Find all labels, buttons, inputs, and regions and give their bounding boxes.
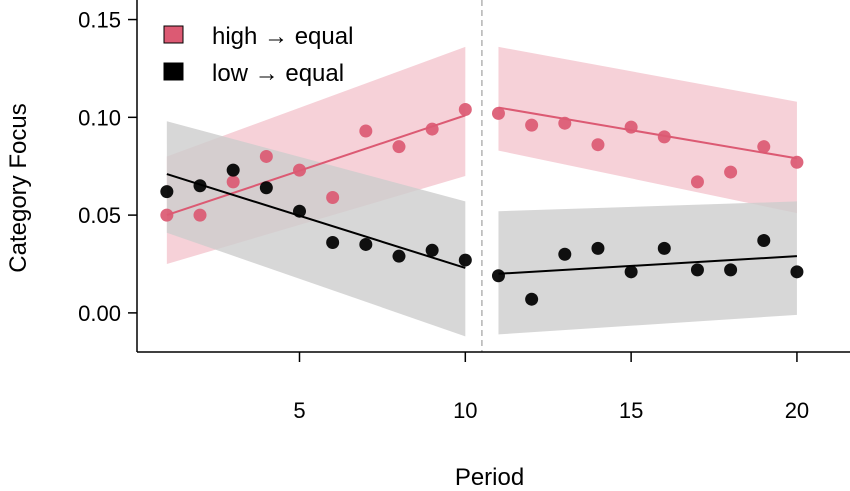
data-point	[259, 149, 273, 163]
data-point	[359, 124, 373, 138]
data-point	[591, 241, 605, 255]
data-point	[226, 163, 240, 177]
data-point	[392, 140, 406, 154]
data-point	[525, 292, 539, 306]
axes: 0.00 0.05 0.10 0.15 5 10 15 20	[78, 0, 850, 423]
fit-lines	[166, 106, 798, 275]
x-tick-label: 20	[785, 398, 809, 423]
data-point	[292, 204, 306, 218]
legend: high → equal low → equal	[163, 23, 353, 87]
data-point	[160, 185, 174, 199]
legend-label: high → equal	[212, 23, 353, 50]
data-point	[160, 208, 174, 222]
data-point	[292, 163, 306, 177]
legend-swatch	[163, 25, 184, 44]
data-point	[193, 208, 207, 222]
data-point	[757, 234, 771, 248]
fit-line	[498, 106, 798, 160]
x-axis-title: Period	[455, 464, 524, 491]
fit-line	[166, 173, 466, 269]
data-point	[259, 181, 273, 195]
data-point	[425, 243, 439, 257]
data-point	[724, 165, 738, 179]
data-point	[558, 247, 572, 261]
confidence-band	[498, 201, 797, 335]
confidence-band	[498, 46, 797, 214]
data-point	[392, 249, 406, 263]
fit-line	[166, 114, 466, 217]
x-tick-label: 10	[453, 398, 477, 423]
data-point	[624, 265, 638, 279]
y-tick-label: 0.05	[78, 203, 121, 228]
x-tick-label: 5	[293, 398, 305, 423]
confidence-bands	[166, 46, 797, 337]
data-point	[193, 179, 207, 193]
data-point	[657, 241, 671, 255]
data-point	[757, 140, 771, 154]
legend-label: low → equal	[212, 60, 344, 87]
data-point	[790, 155, 804, 169]
data-point	[624, 120, 638, 134]
data-point	[326, 191, 340, 205]
y-tick-label: 0.00	[78, 301, 121, 326]
data-point	[724, 263, 738, 277]
data-point	[226, 175, 240, 189]
confidence-band	[166, 121, 466, 337]
data-points	[160, 103, 804, 306]
data-point	[690, 175, 704, 189]
data-point	[326, 235, 340, 249]
y-tick-label: 0.10	[78, 105, 121, 130]
x-tick-label: 15	[619, 398, 643, 423]
data-point	[458, 253, 472, 267]
y-axis-title: Category Focus	[5, 103, 32, 272]
data-point	[491, 269, 505, 283]
data-point	[491, 106, 505, 120]
legend-swatch	[163, 62, 184, 81]
data-point	[359, 237, 373, 251]
data-point	[790, 265, 804, 279]
fit-line	[498, 255, 797, 275]
y-tick-label: 0.15	[78, 8, 121, 33]
data-point	[591, 138, 605, 152]
data-point	[558, 116, 572, 130]
data-point	[458, 103, 472, 117]
data-point	[525, 118, 539, 132]
data-point	[425, 122, 439, 136]
data-point	[657, 130, 671, 144]
data-point	[690, 263, 704, 277]
